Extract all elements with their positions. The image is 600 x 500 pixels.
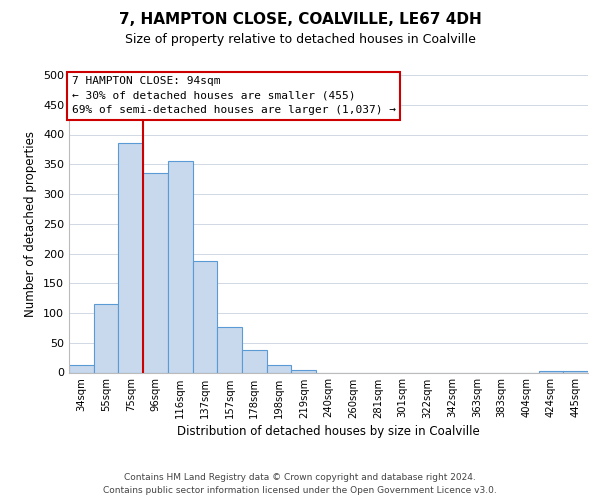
Bar <box>143 173 168 372</box>
Bar <box>193 260 217 372</box>
Bar <box>94 304 118 372</box>
Bar <box>168 162 193 372</box>
Text: 7, HAMPTON CLOSE, COALVILLE, LE67 4DH: 7, HAMPTON CLOSE, COALVILLE, LE67 4DH <box>119 12 481 28</box>
Bar <box>217 328 242 372</box>
Text: 7 HAMPTON CLOSE: 94sqm
← 30% of detached houses are smaller (455)
69% of semi-de: 7 HAMPTON CLOSE: 94sqm ← 30% of detached… <box>71 76 395 116</box>
Bar <box>292 370 316 372</box>
Text: Contains HM Land Registry data © Crown copyright and database right 2024.: Contains HM Land Registry data © Crown c… <box>124 472 476 482</box>
Text: Contains public sector information licensed under the Open Government Licence v3: Contains public sector information licen… <box>103 486 497 495</box>
Bar <box>267 366 292 372</box>
Bar <box>242 350 267 372</box>
Bar <box>118 144 143 372</box>
X-axis label: Distribution of detached houses by size in Coalville: Distribution of detached houses by size … <box>177 424 480 438</box>
Text: Size of property relative to detached houses in Coalville: Size of property relative to detached ho… <box>125 32 475 46</box>
Bar <box>69 366 94 372</box>
Y-axis label: Number of detached properties: Number of detached properties <box>25 130 37 317</box>
